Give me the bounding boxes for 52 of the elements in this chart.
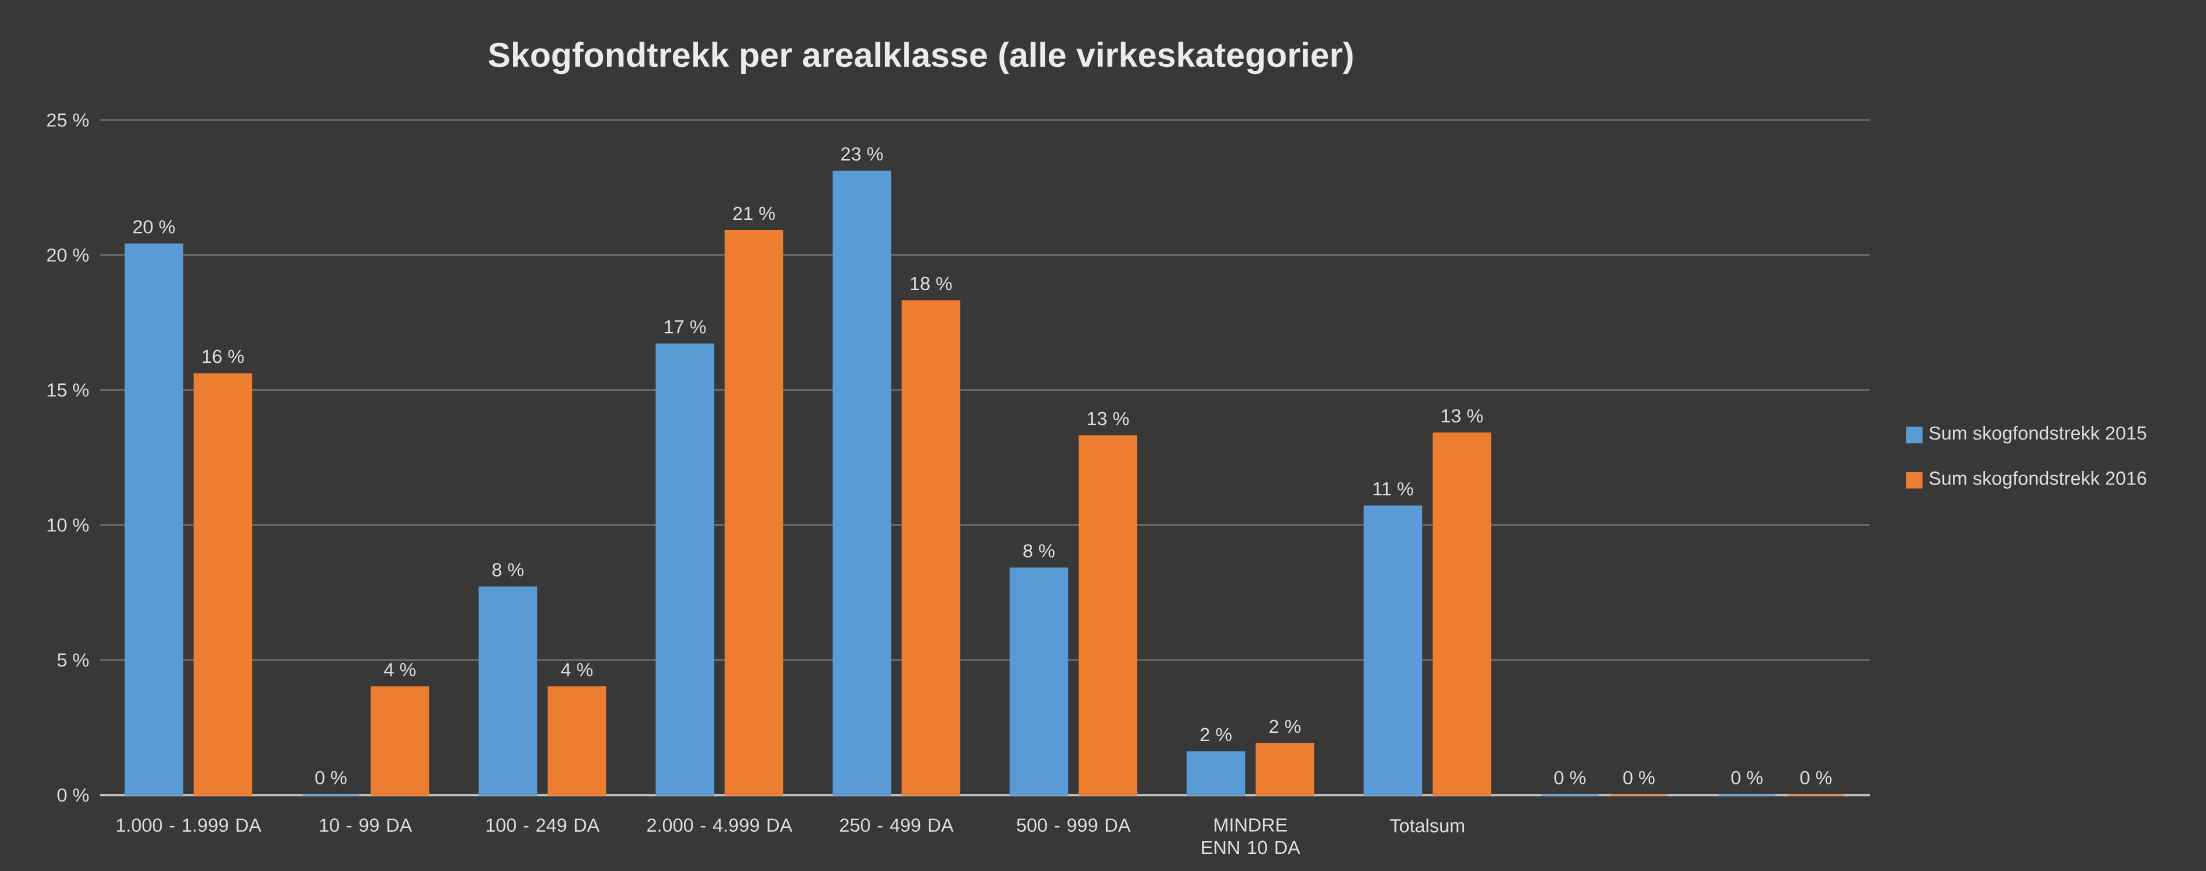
data-label: 13 % [1087,411,1129,426]
bar [655,343,715,796]
legend-label: Sum skogfondstrekk 2016 [1929,471,2147,489]
y-tick-label: 5 % [57,653,89,667]
data-label: 4 % [384,663,416,677]
data-label: 20 % [133,220,175,234]
bar [1009,567,1069,796]
data-label: 11 % [1373,482,1414,496]
y-tick-label: 15 % [47,383,89,397]
data-label: 4 % [561,663,593,677]
bar [478,586,538,796]
y-tick-label: 10 % [47,518,89,532]
data-label: 0 % [1731,770,1763,785]
data-label: 8 % [1023,544,1055,558]
x-tick-label: MINDRE ENN 10 DA [1202,818,1301,855]
y-tick-label: 20 % [47,248,89,262]
data-label: 18 % [910,276,952,291]
data-label: 0 % [1800,770,1832,785]
data-label: 0 % [315,770,347,785]
y-tick-label: 0 % [57,788,89,802]
legend-label: Sum skogfondstrekk 2015 [1929,425,2147,444]
data-label: 2 % [1200,727,1232,742]
x-tick-label: 10 - 99 DA [320,818,413,832]
bar [901,300,961,796]
bar [832,170,892,796]
bar [370,686,430,796]
bar [1255,743,1315,796]
data-label: 13 % [1441,409,1483,423]
x-tick-label: 500 - 999 DA [1016,818,1131,832]
bar [547,686,607,796]
x-tick-label: 2.000 - 4.999 DA [647,818,793,832]
bar [1363,505,1423,796]
chart-title: Skogfondtrekk per arealklasse (alle virkeskategorier) [488,41,1353,75]
bar [193,373,253,796]
data-label: 17 % [664,320,706,334]
data-label: 23 % [841,147,883,161]
data-label: 21 % [733,206,775,221]
data-label: 2 % [1269,719,1301,734]
bar [1186,751,1246,796]
data-label: 8 % [492,563,524,577]
bar [1432,432,1492,796]
x-tick-label: Totalsum [1390,818,1464,833]
data-label: 0 % [1554,770,1586,785]
data-label: 16 % [202,349,244,364]
bar [724,230,784,796]
data-label: 0 % [1623,770,1655,785]
bar [124,243,184,796]
x-tick-label: 100 - 249 DA [486,818,600,832]
x-tick-label: 1.000 - 1.999 DA [116,818,262,832]
x-tick-label: 250 - 499 DA [840,818,954,832]
bar [1078,435,1138,796]
y-tick-label: 25 % [47,113,89,127]
